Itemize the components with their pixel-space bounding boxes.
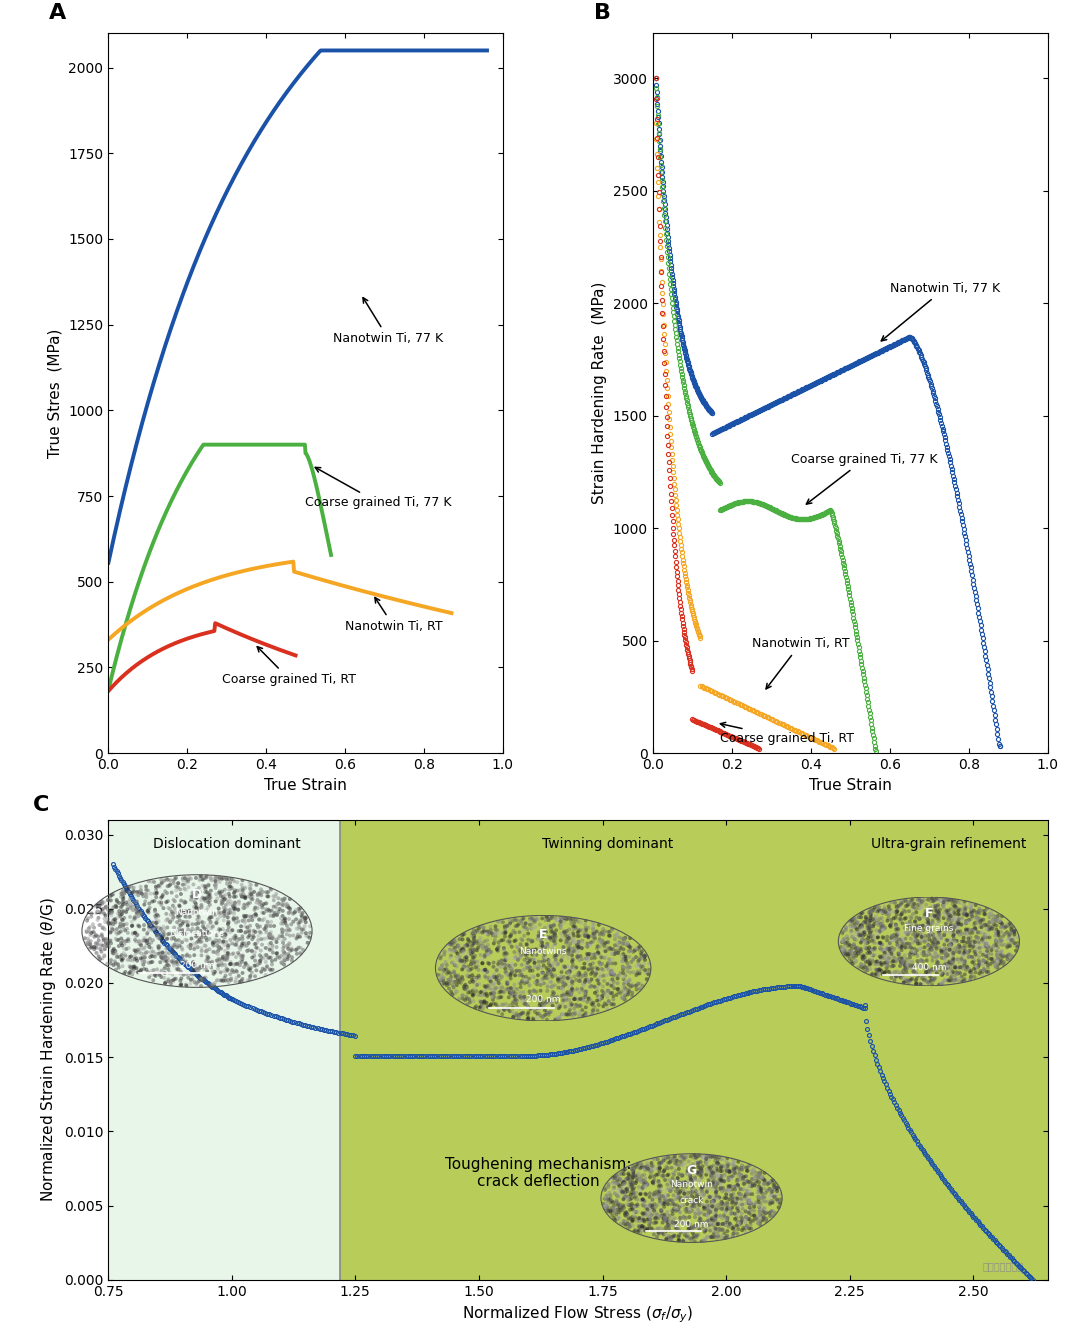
Text: 材料科学与工程: 材料科学与工程 (983, 1261, 1024, 1272)
Text: Twinning dominant: Twinning dominant (542, 837, 673, 850)
Y-axis label: True Stres  (MPa): True Stres (MPa) (48, 328, 63, 459)
Text: Coarse grained Ti, 77 K: Coarse grained Ti, 77 K (306, 468, 451, 509)
X-axis label: Normalized Flow Stress ($\sigma_f/\sigma_y$): Normalized Flow Stress ($\sigma_f/\sigma… (462, 1304, 693, 1325)
Text: Coarse grained Ti, RT: Coarse grained Ti, RT (222, 647, 356, 686)
X-axis label: True Strain: True Strain (264, 777, 347, 793)
Bar (108, 820, 340, 1280)
X-axis label: True Strain: True Strain (809, 777, 892, 793)
Text: Coarse grained Ti, RT: Coarse grained Ti, RT (720, 722, 854, 745)
Text: Coarse grained Ti, 77 K: Coarse grained Ti, 77 K (791, 453, 937, 504)
Text: Nanotwin Ti, 77 K: Nanotwin Ti, 77 K (881, 283, 1000, 341)
Text: B: B (594, 3, 610, 23)
Text: Ultra-grain refinement: Ultra-grain refinement (870, 837, 1026, 850)
Text: Nanotwin Ti, 77 K: Nanotwin Ti, 77 K (333, 297, 443, 345)
Text: Toughening mechanism:
crack deflection: Toughening mechanism: crack deflection (445, 1157, 632, 1189)
Text: A: A (49, 3, 66, 23)
Text: Nanotwin Ti, RT: Nanotwin Ti, RT (345, 597, 443, 633)
Text: Nanotwin Ti, RT: Nanotwin Ti, RT (752, 637, 849, 689)
Bar (340, 820, 1048, 1280)
Y-axis label: Strain Hardening Rate  (MPa): Strain Hardening Rate (MPa) (592, 283, 607, 504)
Text: Dislocation dominant: Dislocation dominant (152, 837, 300, 850)
Text: C: C (32, 794, 50, 814)
Y-axis label: Normalized Strain Hardening Rate ($\theta$/G): Normalized Strain Hardening Rate ($\thet… (39, 897, 58, 1202)
